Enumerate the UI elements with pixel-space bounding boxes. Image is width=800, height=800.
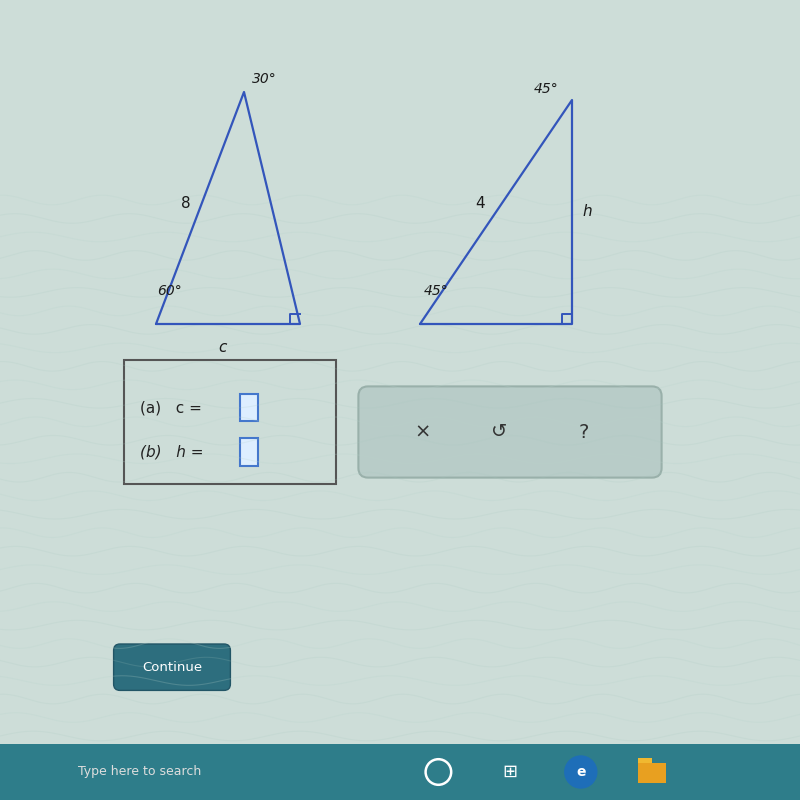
Text: ↺: ↺ bbox=[491, 422, 507, 442]
Text: 30°: 30° bbox=[252, 72, 277, 86]
Text: ⊞: ⊞ bbox=[502, 763, 517, 781]
Text: (b)   h =: (b) h = bbox=[140, 445, 203, 459]
Text: 45°: 45° bbox=[424, 284, 449, 298]
FancyBboxPatch shape bbox=[114, 644, 230, 690]
Text: h: h bbox=[582, 205, 592, 219]
Text: c: c bbox=[218, 340, 226, 355]
Bar bbox=[0, 744, 800, 800]
Text: (a)   c =: (a) c = bbox=[140, 401, 202, 415]
Text: e: e bbox=[576, 765, 586, 779]
Text: ?: ? bbox=[579, 422, 589, 442]
Text: 8: 8 bbox=[181, 197, 190, 211]
Bar bbox=[124, 360, 336, 484]
Text: 4: 4 bbox=[475, 197, 485, 211]
Text: Continue: Continue bbox=[142, 661, 202, 674]
Bar bbox=[240, 438, 258, 466]
Text: 60°: 60° bbox=[158, 284, 182, 298]
Text: ×: × bbox=[414, 422, 430, 442]
Bar bbox=[240, 394, 258, 421]
Text: 45°: 45° bbox=[534, 82, 558, 96]
Text: Type here to search: Type here to search bbox=[78, 766, 202, 778]
Bar bbox=[638, 763, 666, 783]
Circle shape bbox=[565, 756, 597, 788]
FancyBboxPatch shape bbox=[358, 386, 662, 478]
Bar bbox=[638, 758, 652, 763]
